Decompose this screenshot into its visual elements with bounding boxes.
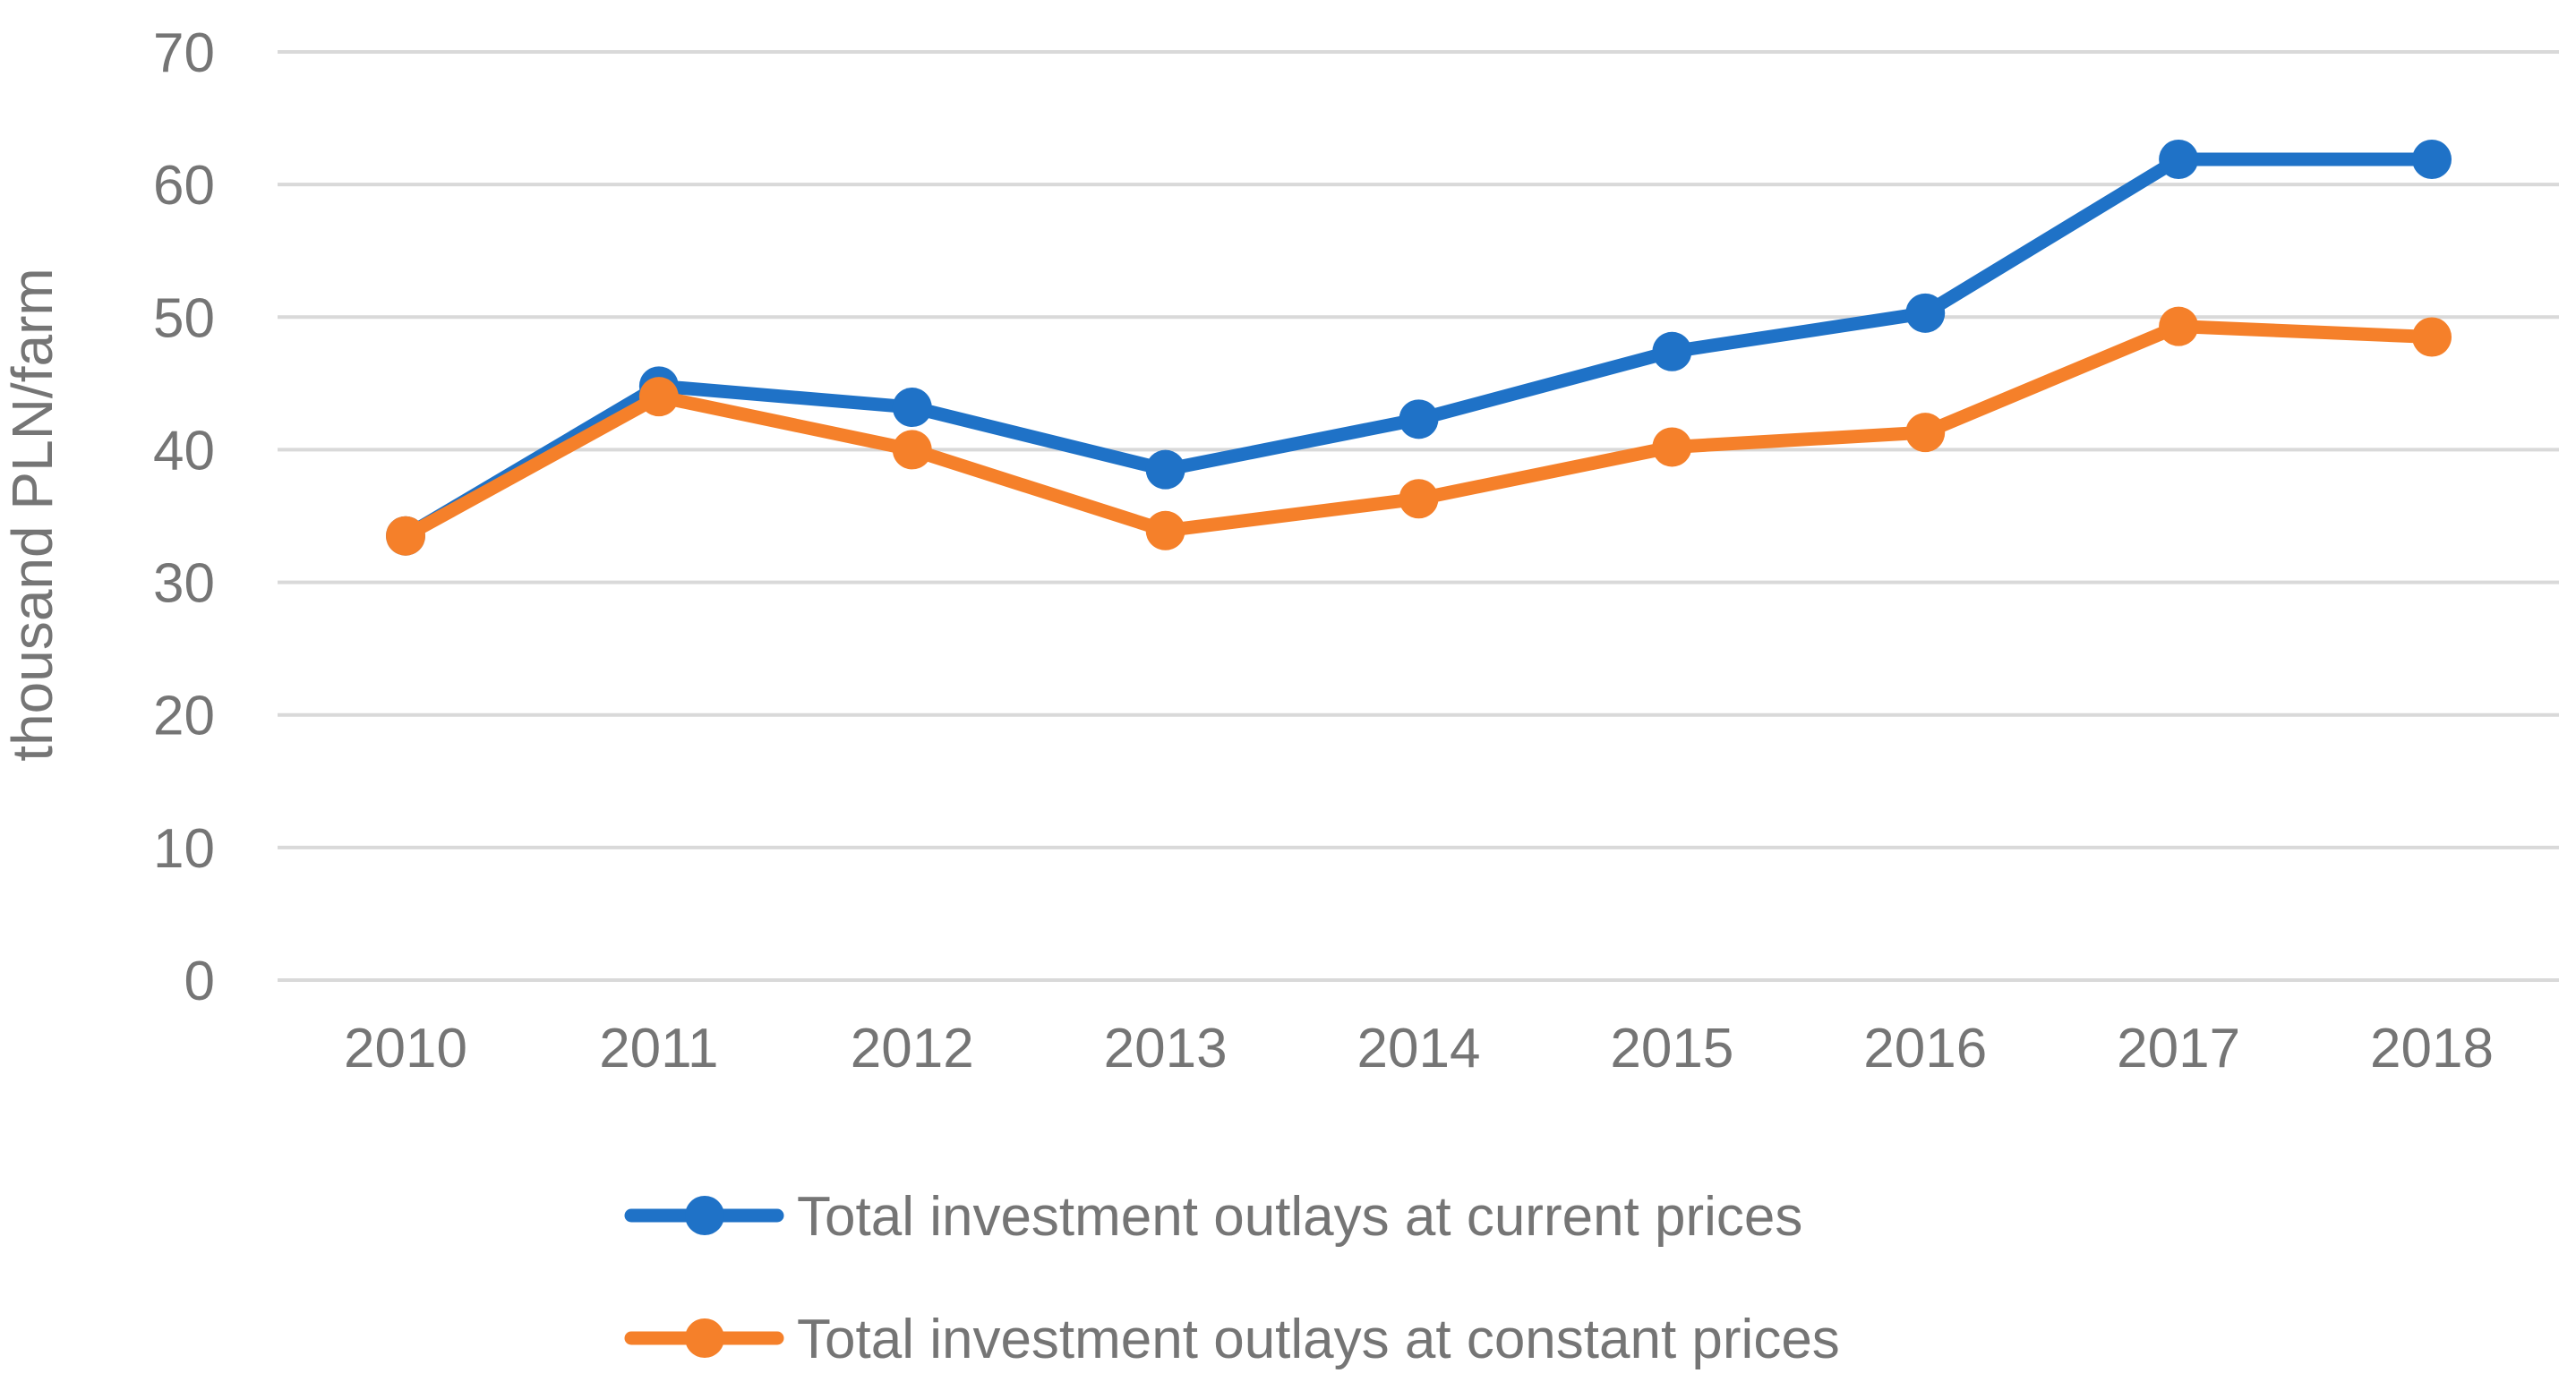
data-point — [892, 388, 932, 428]
data-point — [1145, 510, 1185, 550]
gridlines — [278, 50, 2559, 982]
x-tick-label: 2017 — [2117, 1018, 2240, 1079]
y-axis-label: thousand PLN/farm — [0, 268, 64, 761]
data-point — [2159, 306, 2199, 346]
y-tick-label: 40 — [153, 420, 215, 482]
data-point — [1145, 449, 1185, 490]
data-point — [2159, 139, 2199, 179]
data-point — [892, 430, 932, 470]
data-point — [1652, 427, 1692, 467]
data-point — [1652, 331, 1692, 371]
y-tick-label: 50 — [153, 287, 215, 349]
x-tick-label: 2012 — [851, 1018, 974, 1079]
x-tick-label: 2011 — [599, 1018, 718, 1079]
legend-label: Total investment outlays at constant pri… — [797, 1309, 1840, 1370]
data-point — [1399, 479, 1439, 519]
y-tick-label: 70 — [153, 22, 215, 84]
series-layer — [386, 139, 2452, 556]
x-tick-label: 2016 — [1863, 1018, 1987, 1079]
x-tick-label: 2014 — [1357, 1018, 1481, 1079]
data-point — [1399, 399, 1439, 439]
y-tick-label: 30 — [153, 553, 215, 615]
x-tick-label: 2010 — [344, 1018, 467, 1079]
y-tick-label: 10 — [153, 818, 215, 880]
x-axis-ticks: 2010 2011 2012 2013 2014 2015 2016 2017 2018 — [344, 1018, 2494, 1079]
data-point — [1905, 413, 1946, 453]
series-2 — [386, 306, 2452, 556]
x-tick-label: 2018 — [2370, 1018, 2494, 1079]
legend-label: Total investment outlays at current pric… — [797, 1186, 1802, 1248]
series-1 — [386, 139, 2452, 556]
x-tick-label: 2013 — [1104, 1018, 1228, 1079]
data-point — [2412, 139, 2452, 179]
data-point — [386, 516, 425, 556]
legend-marker — [685, 1318, 724, 1358]
data-point — [638, 377, 679, 417]
legend-marker — [685, 1196, 724, 1235]
legend-item-2: Total investment outlays at constant pri… — [624, 1309, 1840, 1370]
x-tick-label: 2015 — [1610, 1018, 1733, 1079]
data-point — [1905, 293, 1946, 333]
y-tick-label: 20 — [153, 686, 215, 747]
data-point — [2412, 317, 2452, 357]
legend-item-1: Total investment outlays at current pric… — [624, 1186, 1802, 1248]
legend: Total investment outlays at current pric… — [624, 1186, 1840, 1370]
y-tick-label: 60 — [153, 155, 215, 217]
y-tick-label: 0 — [184, 951, 215, 1012]
y-axis-ticks: 0 10 20 30 40 50 60 70 — [153, 22, 215, 1012]
